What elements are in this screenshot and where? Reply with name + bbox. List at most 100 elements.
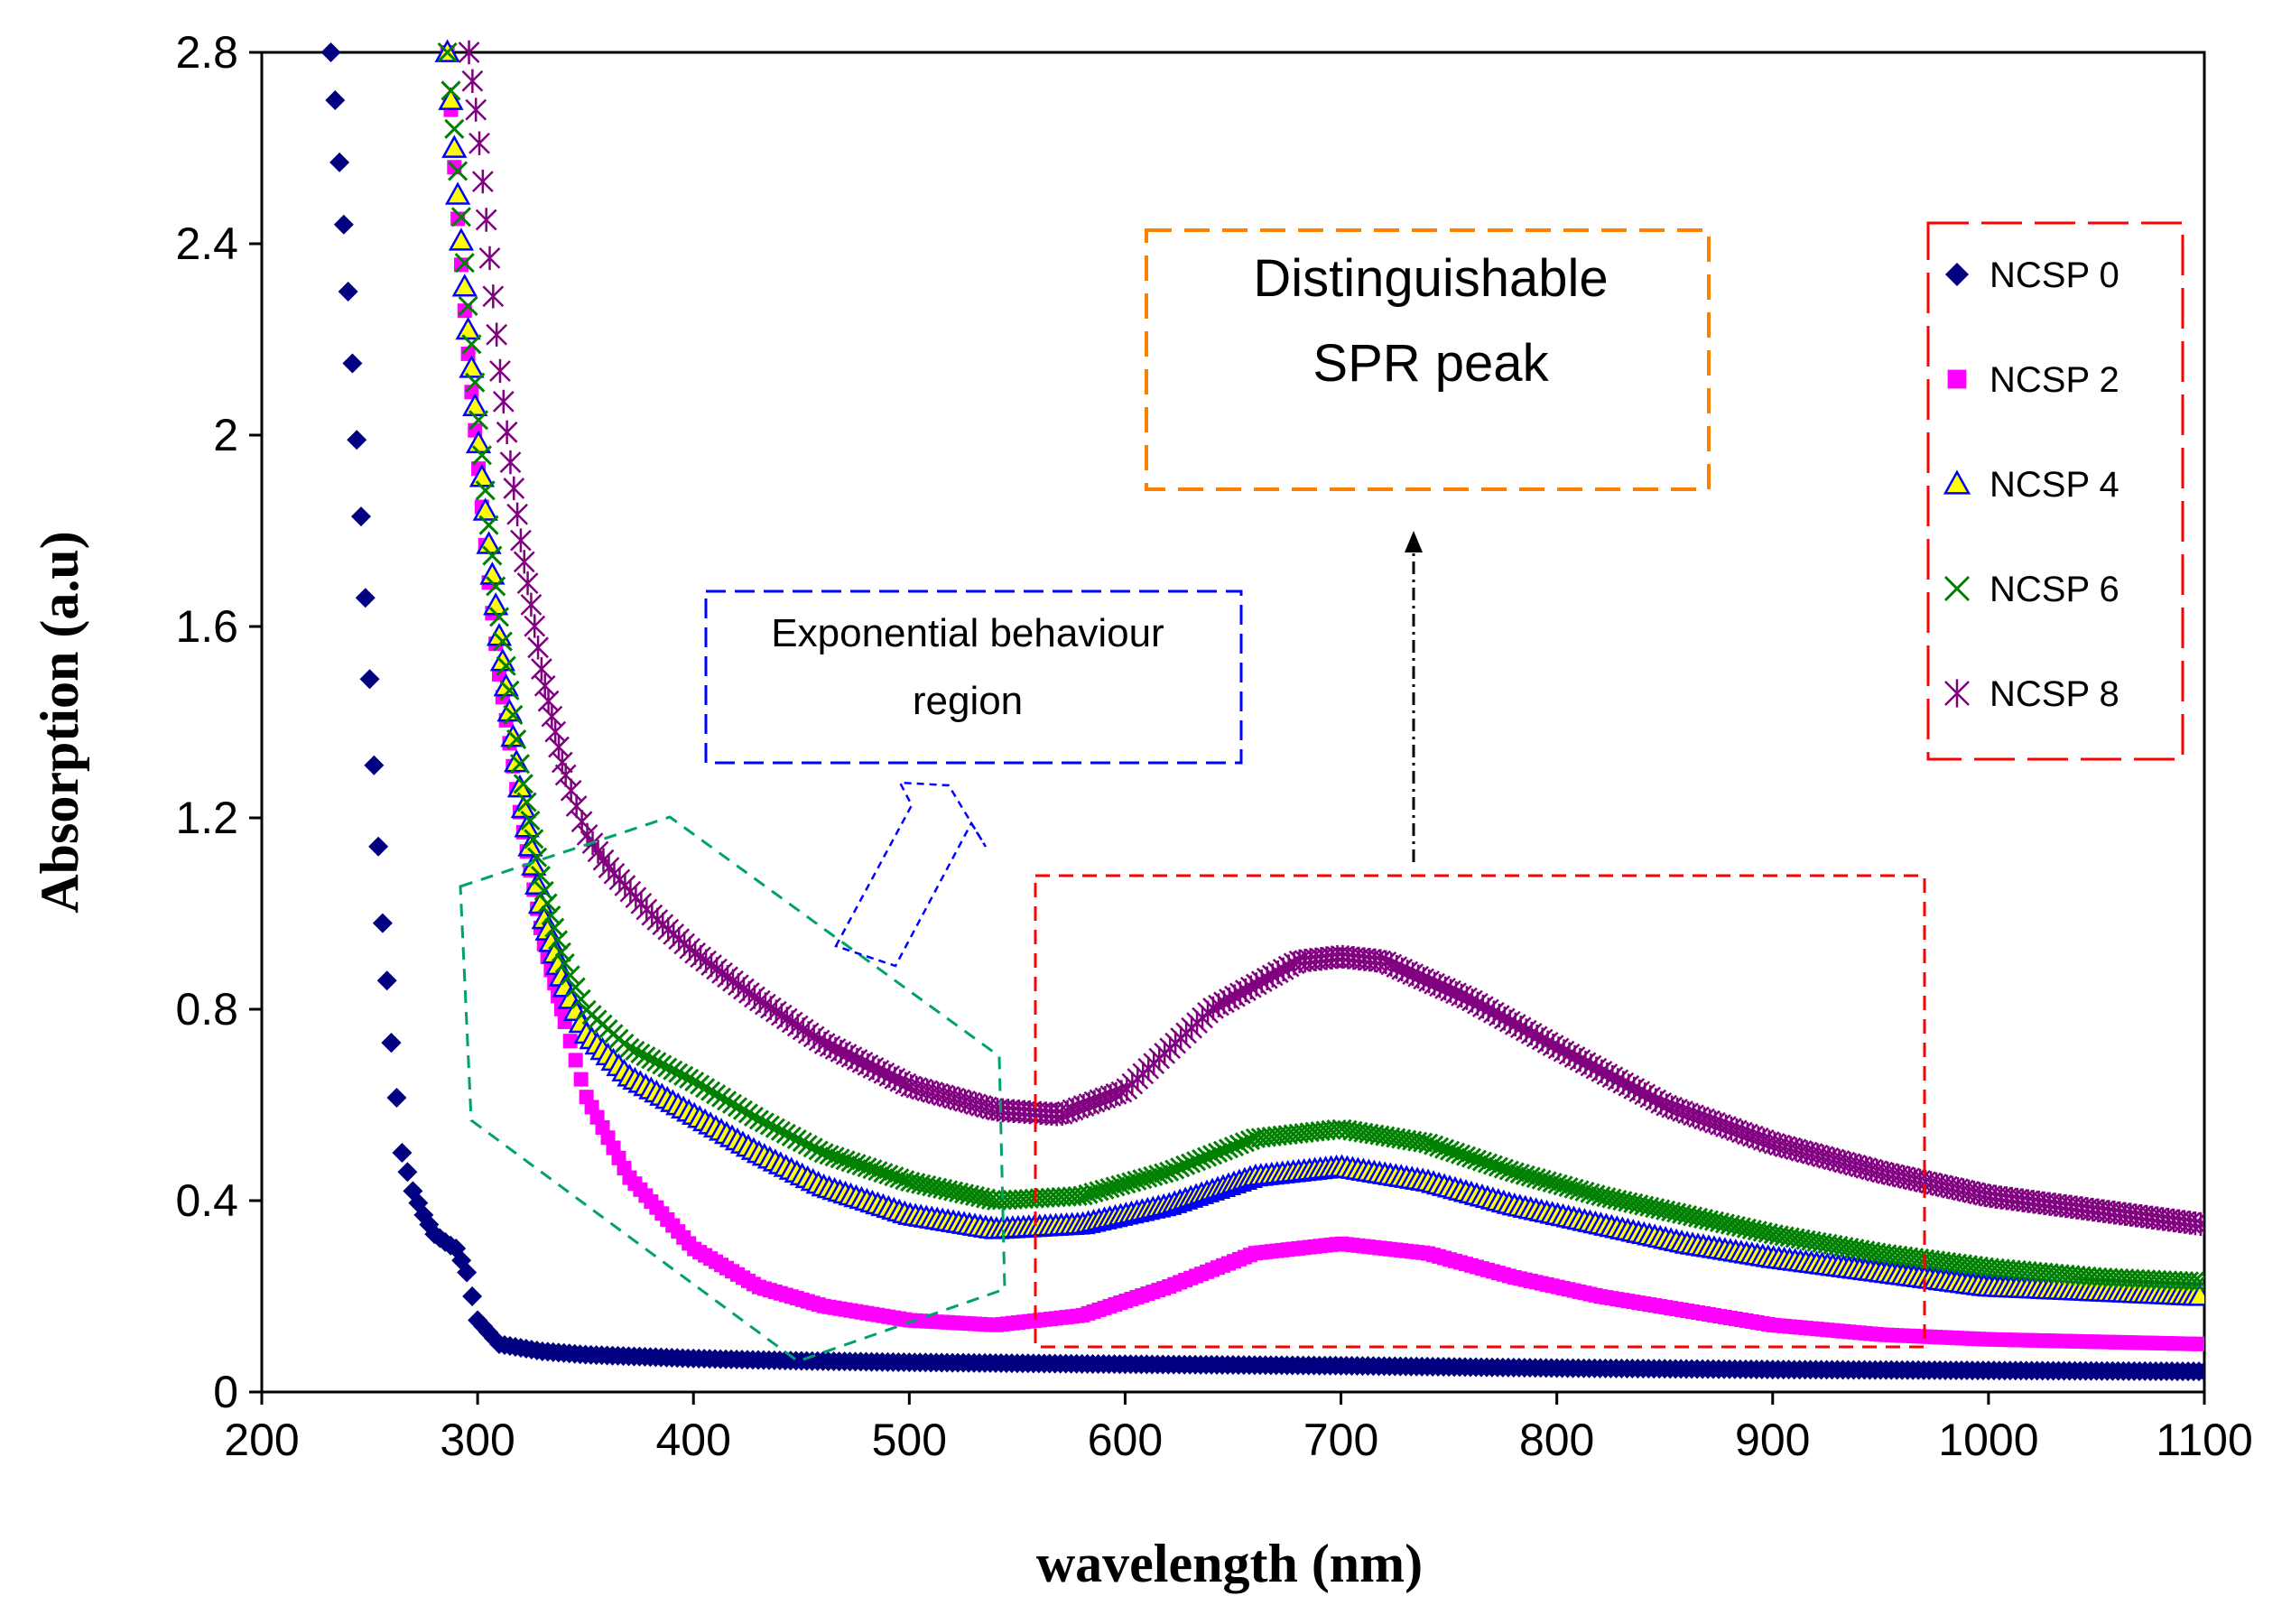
data-point [397,1162,418,1183]
data-point [573,1072,589,1087]
data-point [454,253,475,274]
data-point [329,152,350,172]
exponential-label-line1: Exponential behaviour [771,611,1164,655]
x-tick-label: 600 [1088,1415,1163,1465]
data-point [516,792,537,812]
data-point [438,87,464,110]
data-point [1440,1140,1461,1161]
data-point [2186,1283,2204,1306]
spr-arrow-head [1405,531,1423,552]
data-point [450,207,471,227]
data-point [1234,1132,1255,1153]
legend-marker [1944,679,1970,708]
x-tick-label: 800 [1519,1415,1594,1465]
data-point [635,1046,656,1067]
exponential-label-line2: region [913,679,1023,723]
data-point [514,814,540,838]
data-point [797,1135,818,1155]
data-point [819,1145,839,1165]
data-point [862,1159,883,1180]
data-point [857,1157,877,1178]
data-point [541,905,561,926]
y-tick-label: 2.8 [175,27,238,78]
y-tick-label: 1.6 [175,601,238,652]
data-point [482,284,505,309]
data-point [486,576,506,597]
data-point [1488,1156,1508,1177]
y-tick-label: 0.4 [175,1175,238,1226]
data-point [765,1118,785,1138]
data-point [359,669,380,690]
data-point [781,1126,802,1147]
data-point [1455,1146,1477,1166]
data-point [1482,1155,1503,1175]
data-point [1444,1142,1466,1163]
data-point [530,865,551,886]
data-point [547,930,569,951]
exponential-region-outline [459,815,1006,1363]
data-point [884,1166,904,1187]
data-point [1223,1136,1245,1157]
y-tick-label: 2 [213,410,238,460]
data-point [732,1100,754,1120]
spr-label-line2: SPR peak [1312,334,1549,393]
data-point [554,953,575,974]
data-point [657,1057,678,1078]
data-point [458,40,480,65]
data-point [444,118,465,139]
data-point [630,1044,651,1064]
legend-item: NCSP 6 [1943,570,2119,609]
x-tick-label: 500 [872,1415,947,1465]
legend-marker [1945,263,1969,286]
data-point [775,1123,796,1144]
data-point [492,631,513,652]
data-point [1175,1155,1196,1175]
y-axis: 0 0.4 0.8 1.2 1.6 2 2.4 2.8 [175,27,262,1417]
data-point [1471,1151,1492,1172]
data-point [475,208,497,232]
data-point [695,1078,716,1099]
data-point [851,1155,872,1176]
data-point [524,614,546,638]
legend-item: NCSP 8 [1944,674,2119,714]
data-point [1013,1100,1035,1124]
data-point [668,1063,689,1083]
legend-label: NCSP 2 [1990,360,2119,400]
data-point [1034,1101,1057,1126]
data-point [727,1097,748,1118]
data-point [792,1132,812,1153]
data-point [468,131,490,155]
data-point [1321,945,1343,970]
data-point [560,965,580,986]
data-point [496,420,518,445]
data-point [471,169,494,194]
data-point [565,793,588,819]
data-point [1424,1135,1444,1155]
data-point [2184,1271,2204,1292]
data-point [690,1074,710,1095]
data-point [830,1148,850,1169]
x-tick-label: 700 [1303,1415,1378,1465]
data-point [386,1088,407,1109]
data-point [506,502,528,526]
series-layer [320,39,2204,1382]
data-point [759,1115,780,1136]
data-point [372,913,393,933]
data-point [568,1053,583,1068]
data-point [570,988,591,1009]
data-point [560,778,582,803]
data-point [459,355,485,378]
data-point [441,135,468,158]
data-point [513,774,533,794]
data-point [381,1033,402,1053]
legend-box [1926,221,2184,761]
data-point [802,1137,823,1158]
series-ncsp-2 [440,45,2204,1351]
data-point [509,754,531,775]
legend-label: NCSP 0 [1990,255,2119,295]
data-point [468,410,489,431]
data-point [533,880,554,902]
data-point [524,829,544,849]
data-point [679,1068,700,1089]
data-point [1197,1146,1218,1167]
